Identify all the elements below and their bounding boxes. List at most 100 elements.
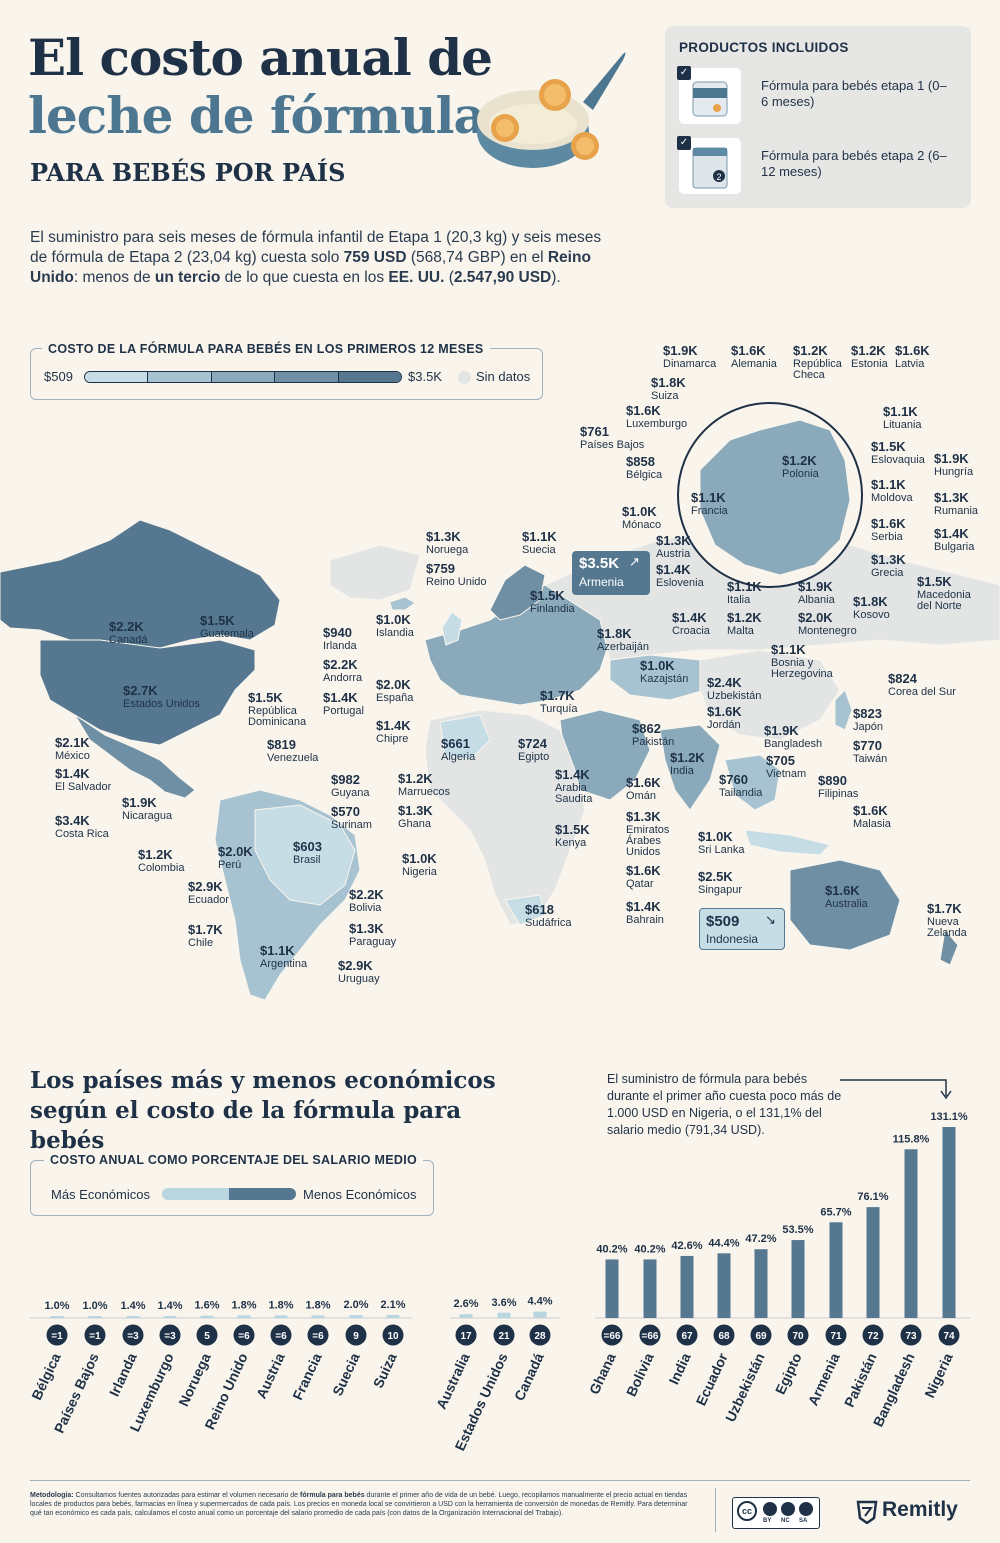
rank-label: =3 <box>127 1331 139 1342</box>
land-uk <box>441 611 463 646</box>
bar <box>717 1253 731 1318</box>
category-label: Australia <box>433 1350 473 1411</box>
rank-label: 72 <box>867 1331 879 1342</box>
bar-value-label: 65.7% <box>820 1206 851 1218</box>
map-label-name: Arabia <box>555 782 588 794</box>
map-label-name: República <box>793 358 843 370</box>
bar-value-label: 1.0% <box>82 1300 107 1312</box>
map-label-value: $1.6K <box>626 403 661 418</box>
map-label-name: República <box>248 705 298 717</box>
map-label-name: Uzbekistán <box>707 690 761 702</box>
map-label-value: $1.1K <box>522 529 557 544</box>
land-india <box>659 724 721 811</box>
bar <box>50 1316 64 1318</box>
bar-value-label: 53.5% <box>782 1224 813 1236</box>
map-label-value: $1.8K <box>597 626 632 641</box>
map-label-name: Corea del Sur <box>888 686 956 698</box>
map-label-name: Italia <box>727 594 751 606</box>
map-label-name: Algeria <box>441 751 476 763</box>
land-algeria <box>439 714 491 761</box>
bar-value-label: 1.4% <box>157 1300 182 1312</box>
bar <box>311 1315 325 1318</box>
map-label-name: Filipinas <box>818 788 859 800</box>
map-label-name: Eslovenia <box>656 577 705 589</box>
remitly-brand: Remitly <box>882 1498 958 1521</box>
legend-cheap-label: Más Económicos <box>51 1187 150 1202</box>
check-icon: ✓ <box>677 66 691 80</box>
rank-label: =1 <box>89 1331 101 1342</box>
map-label-name: Herzegovina <box>771 668 834 680</box>
map-label-value: $3.4K <box>55 813 90 828</box>
bar <box>163 1315 177 1318</box>
bar-value-label: 3.6% <box>491 1297 516 1309</box>
map-label-name: Noruega <box>426 544 469 556</box>
map-label-name: Bulgaria <box>934 541 975 553</box>
map-label-name: Estados Unidos <box>123 698 201 710</box>
map-label-value: $2.7K <box>123 683 158 698</box>
map-label-value: $1.6K <box>731 343 766 358</box>
bar-value-label: 40.2% <box>634 1243 665 1255</box>
map-label-name: Tailandia <box>719 787 763 799</box>
map-label-name: Venezuela <box>267 752 319 764</box>
map-label-value: $2.4K <box>707 675 742 690</box>
map-label-name: Paraguay <box>349 936 397 948</box>
map-label-name: Portugal <box>323 705 364 717</box>
cc-by: BY <box>763 1518 772 1524</box>
land-australia <box>789 859 901 951</box>
map-label-name: Bélgica <box>626 469 663 481</box>
category-label: Bélgica <box>28 1350 64 1402</box>
map-label-name: Surinam <box>331 819 372 831</box>
rank-label: =1 <box>51 1331 63 1342</box>
map-label-value: $1.8K <box>853 594 888 609</box>
map-label-name: Kazajstán <box>640 673 688 685</box>
map-label-value: $1.6K <box>853 803 888 818</box>
map-label-name: Kosovo <box>853 609 890 621</box>
map-label-name: Checa <box>793 369 826 381</box>
rank-badge <box>159 1324 181 1346</box>
arrow-down-right-icon: ↘ <box>765 912 776 927</box>
map-label-value: $1.7K <box>188 922 223 937</box>
map-label-value: $1.2K <box>138 847 173 862</box>
bar-value-label: 1.8% <box>268 1299 293 1311</box>
bar-value-label: 47.2% <box>745 1233 776 1245</box>
legend-cheap-swatch <box>162 1188 229 1200</box>
rank-badge <box>382 1324 404 1346</box>
bar-value-label: 2.1% <box>380 1299 405 1311</box>
section2-title: Los países más y menos económicos según … <box>30 1067 496 1154</box>
map-label-value: $1.9K <box>934 451 969 466</box>
legend-max: $3.5K <box>408 369 442 384</box>
map-label-name: Perú <box>218 859 241 871</box>
land-brasil <box>254 804 356 906</box>
map-label-name: Alemania <box>731 358 778 370</box>
bar <box>200 1315 214 1318</box>
subtitle: PARA BEBÉS POR PAÍS <box>30 158 346 187</box>
category-label: Canadá <box>511 1350 547 1403</box>
bar-value-label: 2.6% <box>453 1298 478 1310</box>
